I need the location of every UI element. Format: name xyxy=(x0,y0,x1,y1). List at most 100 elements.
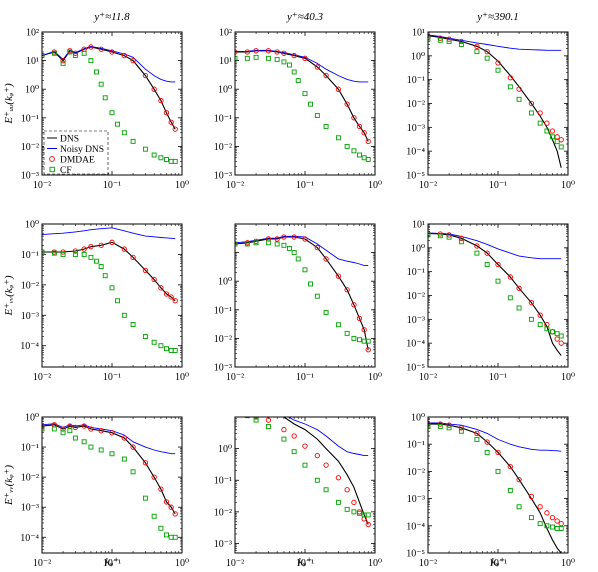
dmdae-point xyxy=(158,486,164,492)
cf-point xyxy=(115,298,120,304)
dmdae-point xyxy=(142,460,149,466)
cf-point xyxy=(516,305,522,311)
y-tick-label: 10⁻¹ xyxy=(21,113,39,124)
cf-point xyxy=(142,495,148,501)
dmdae-point xyxy=(168,119,174,125)
dmdae-point xyxy=(291,433,297,439)
y-tick-label: 10⁰ xyxy=(218,277,232,288)
y-tick-label: 10⁻² xyxy=(407,291,425,302)
series-line-noisy-dns xyxy=(428,232,562,260)
dmdae-point xyxy=(281,426,287,433)
dmdae-point xyxy=(474,43,480,49)
dmdae-point xyxy=(356,509,363,515)
dmdae-point xyxy=(158,97,164,104)
x-tick-label: 10⁻² xyxy=(226,558,244,567)
cf-point xyxy=(437,233,443,239)
series-line-noisy-dns xyxy=(428,34,562,51)
cf-point xyxy=(474,49,480,55)
cf-point xyxy=(130,322,136,327)
dmdae-point xyxy=(549,329,556,335)
panel-data xyxy=(235,48,371,162)
y-tick-label: 10¹ xyxy=(412,220,425,231)
series-line-noisy-dns xyxy=(235,235,369,267)
dmdae-point xyxy=(544,510,550,516)
x-tick-label: 10⁻² xyxy=(419,372,437,383)
y-tick-label: 10⁻² xyxy=(407,99,425,110)
dmdae-point xyxy=(314,452,320,459)
series-line-dns xyxy=(428,423,562,553)
panel-1-2: 10⁻⁵ 10⁻⁴ 10⁻³ 10⁻² 10⁻¹ 10⁰ 10¹ 10⁻² 10⁻¹ 10⁰ xyxy=(406,220,575,384)
x-tick-label: 10⁻² xyxy=(33,180,51,191)
cf-point xyxy=(474,250,480,256)
y-tick-label: 10⁰ xyxy=(411,413,425,424)
y-tick-label: 10⁻¹ xyxy=(407,75,425,86)
dmdae-point xyxy=(291,52,297,59)
panel-data xyxy=(428,421,564,553)
dmdae-point xyxy=(151,276,157,283)
dmdae-point xyxy=(549,128,556,134)
dmdae-point xyxy=(446,422,452,428)
cf-point xyxy=(428,423,431,429)
dmdae-point xyxy=(537,504,543,510)
y-tick-label: 10⁻³ xyxy=(214,539,232,550)
dmdae-point xyxy=(98,428,104,434)
panel-2-1: 10⁻³ 10⁻² 10⁻¹ 10⁰ 10⁻² 10⁻¹ 10⁰ xyxy=(214,416,382,569)
dmdae-point xyxy=(98,242,104,248)
dmdae-point xyxy=(558,340,564,346)
cf-point xyxy=(115,121,120,127)
dmdae-point xyxy=(98,46,104,52)
cf-point xyxy=(554,525,560,531)
dmdae-point xyxy=(142,267,149,273)
dmdae-point xyxy=(495,449,501,456)
cf-point xyxy=(544,128,550,134)
cf-point xyxy=(142,334,148,340)
dmdae-point xyxy=(130,254,136,261)
y-tick-label: 10⁻¹ xyxy=(214,305,232,316)
x-tick-label: 10⁻¹ xyxy=(103,180,121,191)
dmdae-point xyxy=(314,64,320,70)
cf-point xyxy=(302,91,308,97)
cf-point xyxy=(265,240,271,246)
cf-point xyxy=(484,262,490,267)
cf-point xyxy=(281,436,287,442)
y-tick-label: 10⁻³ xyxy=(214,171,232,182)
y-tick-label: 10⁻³ xyxy=(21,171,39,182)
cf-point xyxy=(458,239,464,245)
dmdae-point xyxy=(121,246,127,252)
cf-point xyxy=(446,425,452,431)
cf-point xyxy=(235,241,238,247)
cf-point xyxy=(446,39,452,44)
panel-frame xyxy=(427,31,569,176)
cf-point xyxy=(94,69,99,75)
cf-point xyxy=(158,155,164,161)
dmdae-point xyxy=(554,336,560,342)
dmdae-point xyxy=(168,504,174,510)
cf-point xyxy=(507,295,513,301)
cf-point xyxy=(72,435,78,441)
cf-point xyxy=(121,456,127,462)
cf-point xyxy=(357,337,362,343)
cf-point xyxy=(60,430,66,436)
series-line-dns xyxy=(235,50,369,142)
cf-point xyxy=(528,515,534,521)
y-tick-label: 10⁻² xyxy=(214,507,232,518)
series-line-noisy-dns xyxy=(42,46,176,83)
cf-point xyxy=(109,110,115,116)
panel-0-2: 10⁻⁵ 10⁻⁴ 10⁻³ 10⁻² 10⁻¹ 10⁰ 10¹ 10⁻² 10⁻¹ 10⁰ xyxy=(406,28,575,192)
dmdae-point xyxy=(163,110,170,116)
dmdae-point xyxy=(109,49,115,55)
series-line-noisy-dns xyxy=(428,422,562,452)
panel-frame xyxy=(41,31,183,176)
dmdae-point xyxy=(302,55,308,61)
dmdae-point xyxy=(109,430,115,436)
dmdae-point xyxy=(163,499,170,505)
cf-point xyxy=(158,525,164,531)
series-line-dns xyxy=(428,232,562,356)
cf-point xyxy=(98,81,104,87)
cf-point xyxy=(72,53,78,59)
dmdae-point xyxy=(88,426,94,432)
dmdae-point xyxy=(121,52,127,59)
cf-point xyxy=(42,53,45,59)
dmdae-point xyxy=(163,291,170,297)
y-tick-label: 10⁰ xyxy=(25,220,39,231)
